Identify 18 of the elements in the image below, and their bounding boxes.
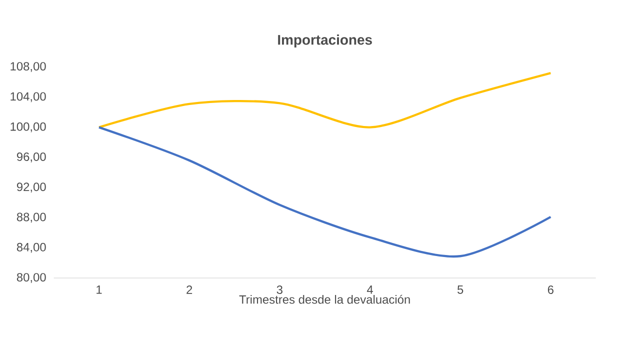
y-tick-label: 104,00 <box>10 92 46 102</box>
chart-title: Importaciones <box>278 34 372 48</box>
y-tick-label: 96,00 <box>16 152 46 162</box>
y-tick-label: 88,00 <box>16 212 46 223</box>
y-tick-label: 84,00 <box>16 242 46 253</box>
y-tick-label: 92,00 <box>16 182 46 193</box>
x-tick-label: 2 <box>186 286 192 294</box>
x-tick-label: 3 <box>276 286 282 294</box>
x-tick-label: 4 <box>366 286 373 294</box>
line-series <box>98 72 552 128</box>
x-tick-label: 1 <box>96 286 102 294</box>
y-tick-label: 80,00 <box>16 273 46 283</box>
x-tick-label: 6 <box>548 286 554 294</box>
line-series <box>98 126 552 258</box>
x-axis-title: Trimestres desde la devaluación <box>239 294 410 304</box>
y-tick-label: 100,00 <box>10 122 46 132</box>
y-tick-label: 108,00 <box>10 62 46 72</box>
x-tick-label: 5 <box>457 286 464 294</box>
